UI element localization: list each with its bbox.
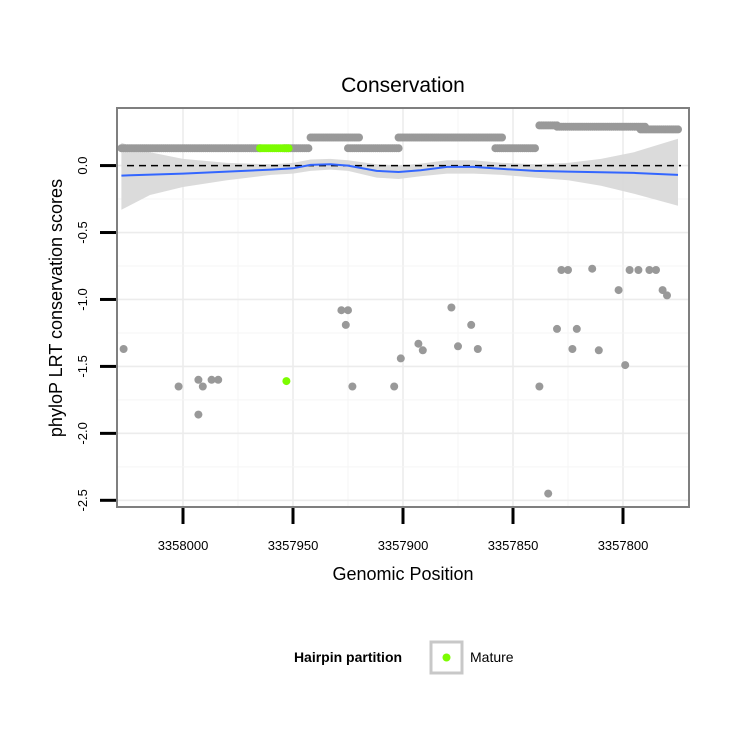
data-point-other <box>418 346 427 355</box>
data-point-other <box>568 345 577 353</box>
data-point-mature <box>282 377 291 386</box>
data-point-other <box>572 324 581 333</box>
data-point-other <box>588 264 597 273</box>
data-point-other <box>414 339 423 348</box>
data-point-other <box>454 342 462 351</box>
data-point-other <box>625 266 634 274</box>
y-tick-label: -1.0 <box>75 288 90 310</box>
data-point-other <box>396 354 405 363</box>
legend: Hairpin partition Mature <box>294 640 514 675</box>
data-point-other <box>207 375 216 384</box>
data-point-other <box>341 320 350 329</box>
data-point-other <box>174 382 183 391</box>
data-point-other <box>337 306 346 315</box>
plot-panel <box>116 107 690 508</box>
loess-fit-line <box>121 163 679 177</box>
y-tick-label: -1.5 <box>75 355 90 377</box>
data-point-other <box>658 286 667 295</box>
x-axis-title: Genomic Position <box>332 564 473 584</box>
data-point-other <box>348 382 357 391</box>
data-point-other <box>498 133 506 142</box>
y-tick-label: -0.5 <box>75 221 90 243</box>
data-point-other <box>663 291 671 300</box>
data-point-other <box>557 266 566 274</box>
data-point-other <box>467 320 476 329</box>
data-point-other <box>198 382 207 391</box>
data-points <box>117 121 682 498</box>
data-point-other <box>447 303 456 312</box>
x-axis: 3358000 3357950 3357900 3357850 3357800 <box>158 508 649 553</box>
x-tick-label: 3358000 <box>158 538 209 553</box>
data-point-other <box>564 266 572 274</box>
legend-title: Hairpin partition <box>294 649 402 665</box>
confidence-band-area <box>121 138 678 210</box>
chart-title: Conservation <box>341 74 465 97</box>
x-tick-label: 3357850 <box>488 538 539 553</box>
data-point-other <box>390 382 399 391</box>
data-point-other <box>344 306 352 315</box>
data-point-other <box>119 345 128 353</box>
data-point-other <box>594 346 603 355</box>
data-point-other <box>535 382 544 391</box>
data-point-other <box>634 266 643 274</box>
data-point-other <box>394 144 403 153</box>
y-axis-title: phyloP LRT conservation scores <box>46 179 66 437</box>
data-point-other <box>304 144 313 153</box>
data-point-other <box>621 361 630 370</box>
data-point-other <box>652 266 660 274</box>
y-tick-label: -2.0 <box>75 422 90 444</box>
data-point-other <box>214 375 223 384</box>
plot-border <box>116 107 690 508</box>
data-point-other <box>553 324 561 333</box>
data-point-other <box>544 489 553 498</box>
legend-label-mature: Mature <box>470 649 514 665</box>
data-point-mature <box>284 144 293 153</box>
data-point-other <box>674 125 682 134</box>
data-point-other <box>355 133 363 142</box>
legend-key-mature <box>442 653 451 662</box>
data-point-other <box>645 266 654 274</box>
data-point-other <box>473 345 482 353</box>
data-point-other <box>194 375 203 384</box>
data-point-other <box>531 144 539 153</box>
confidence-band <box>121 138 678 210</box>
data-point-other <box>614 286 623 295</box>
x-tick-label: 3357800 <box>598 538 649 553</box>
x-tick-label: 3357900 <box>378 538 429 553</box>
y-tick-label: -2.5 <box>75 489 90 511</box>
y-tick-label: 0.0 <box>75 157 90 175</box>
smooth-line <box>121 163 679 177</box>
x-tick-label: 3357950 <box>268 538 319 553</box>
data-point-other <box>194 410 203 419</box>
y-axis: 0.0 -0.5 -1.0 -1.5 -2.0 -2.5 <box>75 157 116 512</box>
